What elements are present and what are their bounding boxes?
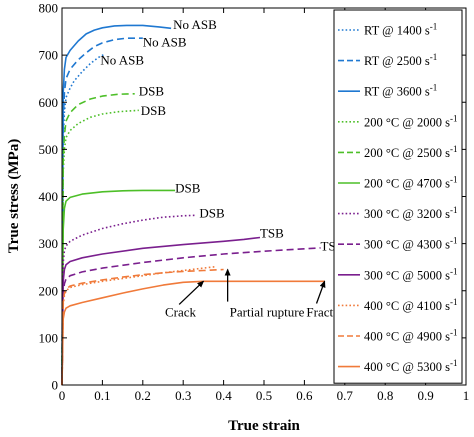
x-tick-label: 0.7: [337, 388, 354, 403]
legend-entry: RT @ 1400 s-1: [364, 22, 437, 38]
annotation-label: DSB: [199, 206, 225, 221]
annotation-label: DSB: [139, 84, 165, 99]
legend-entry: 400 °C @ 4900 s-1: [364, 328, 457, 344]
annotation-label: Crack: [165, 305, 197, 320]
y-tick-label: 700: [39, 48, 59, 63]
legend-entry: 400 °C @ 5300 s-1: [364, 358, 457, 374]
annotation-arrow: [315, 280, 326, 304]
series-line: [61, 247, 321, 386]
annotation-label: Partial rupture: [230, 305, 305, 320]
y-tick-label: 0: [52, 378, 59, 393]
x-tick-label: 0.6: [296, 388, 313, 403]
legend-entry: RT @ 3600 s-1: [364, 83, 437, 99]
y-tick-label: 300: [39, 236, 59, 251]
x-tick-label: 0.9: [417, 388, 433, 403]
legend-entry: 200 °C @ 2000 s-1: [364, 113, 457, 129]
legend-entry: 300 °C @ 3200 s-1: [364, 205, 457, 221]
legend-box: [333, 9, 463, 384]
x-tick-label: 0.3: [175, 388, 191, 403]
x-axis-label: True strain: [228, 418, 300, 434]
axis-ticks: 0 0.1 0.2 0.3 0.4 0.5 0.6 0.7 0.8 0.9 1 0 100 200 300 4…: [39, 1, 470, 404]
annotation-arrow: [178, 280, 205, 305]
legend: RT @ 1400 s-1 RT @ 2500 s-1 RT @ 3600 s-1 2…: [333, 9, 463, 384]
x-tick-label: 0.2: [135, 388, 151, 403]
legend-entry: RT @ 2500 s-1: [364, 52, 437, 68]
series-line: [61, 93, 135, 386]
y-tick-label: 600: [39, 95, 59, 110]
x-tick-label: 1: [463, 388, 470, 403]
legend-entry: 300 °C @ 5000 s-1: [364, 266, 457, 282]
series-line: [61, 189, 176, 386]
series-line: [61, 280, 325, 386]
y-tick-label: 200: [39, 283, 59, 298]
y-tick-label: 500: [39, 142, 59, 157]
y-tick-label: 800: [39, 1, 59, 16]
series-line: [61, 53, 105, 386]
series-line: [61, 265, 216, 386]
annotation-label: No ASB: [143, 35, 187, 50]
x-tick-label: 0: [59, 388, 66, 403]
legend-entry: 200 °C @ 2500 s-1: [364, 144, 457, 160]
legend-entry: 300 °C @ 4300 s-1: [364, 236, 457, 252]
series-line: [61, 214, 196, 386]
annotation-label: No ASB: [100, 53, 144, 68]
x-tick-label: 0.8: [377, 388, 393, 403]
series-line: [61, 24, 172, 386]
series-line: [61, 236, 261, 386]
y-axis-label: True stress (MPa): [6, 139, 22, 253]
x-tick-label: 0.4: [215, 388, 232, 403]
x-tick-label: 0.5: [256, 388, 272, 403]
legend-entry: 400 °C @ 4100 s-1: [364, 297, 457, 313]
plot-lines: [61, 24, 325, 386]
y-tick-label: 100: [39, 330, 59, 345]
legend-entry: 200 °C @ 4700 s-1: [364, 175, 457, 191]
annotation-label: DSB: [141, 103, 167, 118]
y-tick-label: 400: [39, 189, 59, 204]
series-line: [61, 268, 224, 386]
annotation-label: No ASB: [173, 17, 217, 32]
annotation-label: TSB: [260, 225, 284, 240]
annotation-label: DSB: [175, 180, 201, 195]
series-line: [61, 109, 139, 386]
x-tick-label: 0.1: [94, 388, 110, 403]
series-line: [61, 37, 143, 386]
